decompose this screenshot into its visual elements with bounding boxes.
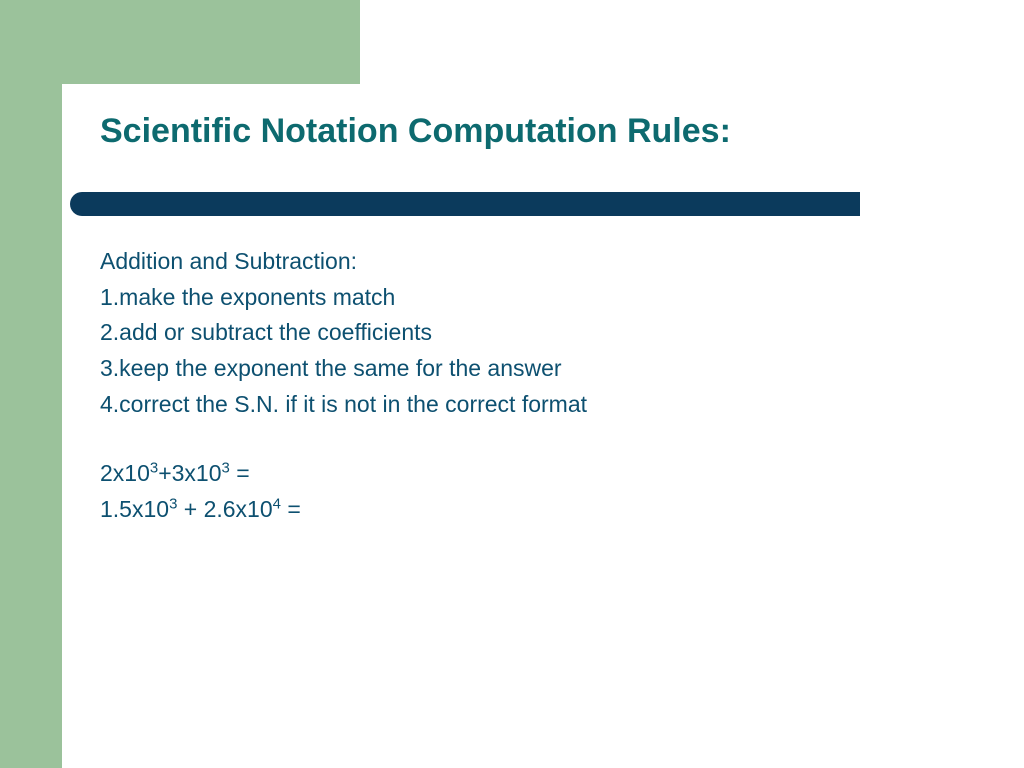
eq-text: + 2.6x10 xyxy=(177,496,272,522)
eq-text: 2x10 xyxy=(100,460,150,486)
example-line: 1.5x103 + 2.6x104 = xyxy=(100,492,587,528)
rule-line: 2.add or subtract the coefficients xyxy=(100,315,587,351)
eq-text: +3x10 xyxy=(158,460,221,486)
spacer xyxy=(100,422,587,456)
eq-text: 1.5x10 xyxy=(100,496,169,522)
rule-line: 1.make the exponents match xyxy=(100,280,587,316)
eq-text: = xyxy=(230,460,250,486)
divider-bar xyxy=(70,192,860,216)
sidebar-green xyxy=(0,0,62,768)
rule-line: 4.correct the S.N. if it is not in the c… xyxy=(100,387,587,423)
eq-sup: 3 xyxy=(222,460,230,477)
example-line: 2x103+3x103 = xyxy=(100,456,587,492)
eq-sup: 4 xyxy=(273,495,281,512)
slide-title: Scientific Notation Computation Rules: xyxy=(100,112,731,151)
eq-text: = xyxy=(281,496,301,522)
eq-sup: 3 xyxy=(150,460,158,477)
section-heading: Addition and Subtraction: xyxy=(100,244,587,280)
slide-body: Addition and Subtraction: 1.make the exp… xyxy=(100,244,587,527)
rule-line: 3.keep the exponent the same for the ans… xyxy=(100,351,587,387)
